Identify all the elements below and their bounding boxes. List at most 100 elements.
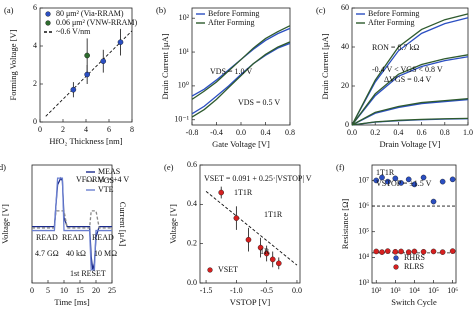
y-tick-label: 0 [33,117,37,126]
point [70,86,77,93]
point [384,248,391,254]
legend-marker [393,264,399,270]
annotation: ΔVGS = 0.4 V [384,75,432,84]
x-tick-label: 0.0 [292,286,302,295]
x-tick-label: 10³ [390,286,401,295]
point [257,244,264,251]
y-tick-label: 6 [33,3,37,12]
legend-label: 80 μm² (Via-RRAM) [56,9,124,18]
y-tick-label: 0.2 [187,238,197,247]
plot-frame [199,164,301,284]
point [269,256,276,263]
point [100,58,107,65]
x-tick-label: 8 [130,125,134,134]
panel-label: (f) [336,162,345,172]
annotation: 10 MΩ [94,249,117,258]
x-tick-label: 10 [60,286,68,295]
legend-marker [393,255,399,261]
x-axis-label: VSTOP [V] [230,297,271,307]
panel-label: (e) [164,162,174,172]
legend-label: VTE [98,185,114,194]
y-tick-label: 0.4 [187,199,197,208]
x-tick-label: -0.4 [210,128,223,137]
y-tick-label: 10⁻¹ [174,115,189,124]
curve [351,99,469,126]
y-axis-label: Drain Current [μA] [160,33,170,99]
curve [351,17,469,126]
point [84,52,90,59]
legend-label: 0.06 μm² (VNW-RRAM) [56,18,137,27]
x-tick-label: 0.4 [393,128,403,137]
annotation: READ [92,233,114,242]
y-tick-label: 40 [341,42,349,51]
point [373,177,380,184]
panel-label: (d) [0,162,6,172]
x-axis-label: HfO₂ Thickness [nm] [49,136,122,146]
point [405,249,412,255]
legend-label: RHRS [404,253,425,262]
x-tick-label: 0.0 [236,128,246,137]
curve [351,98,469,126]
point [275,260,282,267]
point [420,248,427,255]
x-axis-label: Drain Voltage [V] [379,139,440,149]
point [84,71,90,78]
curve [191,25,291,100]
y-tick-label: 10⁷ [358,175,369,184]
point [398,248,404,255]
x-tick-label: 0 [30,286,34,295]
y-axis-label: Drain Current [μA] [320,33,330,99]
y-axis-label: Resistance [Ω] [340,199,350,250]
point [398,180,404,186]
x-axis-label: Time [ms] [54,297,90,307]
legend-marker [207,267,213,273]
annotation: VSTOP = ±1.5 V [376,179,432,188]
point [392,175,399,182]
y-tick-label: 10³ [359,278,370,287]
x-tick-label: 1.0 [463,128,473,137]
point [218,189,225,196]
y-tick-label: 10⁰ [178,81,189,90]
x-tick-label: 0.8 [440,128,450,137]
y-axis-label: Voltage [V] [168,204,178,244]
legend-marker [45,11,51,17]
point [430,198,437,205]
y-tick-label: 0.0 [187,278,197,287]
legend-label: ~0.6 V/nm [56,27,91,36]
legend-marker [45,20,51,26]
annotation: VDS = 0.5 V [238,98,280,107]
curve [351,56,469,126]
point [392,248,399,255]
y-tick-label: 10⁴ [358,252,369,261]
x-tick-label: 10⁵ [428,286,439,295]
x-tick-label: 10² [371,286,382,295]
point [411,248,418,255]
point [449,248,456,254]
point [245,236,252,243]
annotation: 4.7 GΩ [35,249,59,258]
legend-label: VGS [98,176,114,185]
point [449,176,456,183]
annotation: VFORM = +4 V [76,175,129,184]
x-tick-label: -0.5 [260,286,273,295]
y2-axis-label: Current [μA] [118,202,128,247]
legend-label: After Forming [368,18,414,27]
x-tick-label: -0.8 [186,128,199,137]
y-tick-label: 10² [179,13,190,22]
panel-label: (a) [4,5,14,15]
plot-frame [371,164,457,284]
annotation: 1T1R [376,168,395,177]
y-tick-label: 2 [33,79,37,88]
annotation: RON = 8.7 kΩ [372,43,419,52]
annotation: 1R [260,247,270,256]
legend-label: MEAS [98,167,120,176]
annotation: 1st RESET [70,269,106,278]
legend-label: Before Forming [208,9,259,18]
panel-label: (c) [316,5,326,15]
point [384,178,391,185]
point [117,39,124,46]
legend-label: RLRS [404,262,424,271]
point [379,174,385,181]
x-tick-label: 0.0 [347,128,357,137]
